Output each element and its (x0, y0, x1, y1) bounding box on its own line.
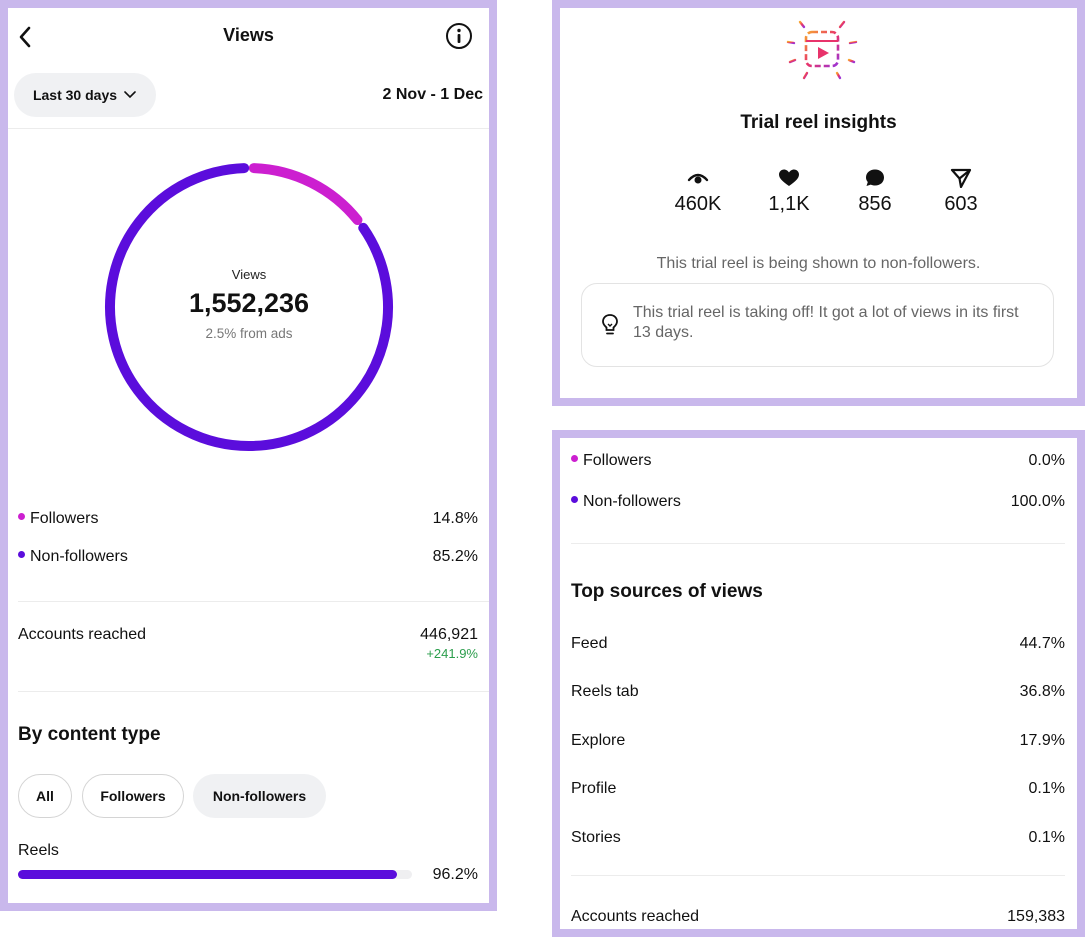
stat-likes-value: 1,1K (768, 193, 810, 215)
source-stories-value: 0.1% (1028, 829, 1065, 846)
audience-followers-label: Followers (18, 510, 98, 528)
source-profile-value: 0.1% (1028, 780, 1065, 797)
audience-sources-panel: Followers 0.0% Non-followers 100.0% Top … (552, 430, 1085, 937)
br-accounts-reached-label: Accounts reached (571, 908, 700, 925)
br-accounts-reached-value: 159,383 (1007, 908, 1065, 925)
period-dropdown-label: Last 30 days (32, 87, 118, 103)
donut-label: Views (231, 267, 267, 282)
filter-non-followers[interactable]: Non-followers (193, 774, 326, 818)
views-total: 1,552,236 (188, 288, 310, 318)
non-followers-dot (571, 496, 578, 504)
page-title: Views (223, 25, 274, 45)
sources-title: Top sources of views (571, 581, 763, 602)
stat-views: 460K (658, 168, 738, 216)
trial-reel-insights-panel: Trial reel insights 460K 1,1K 856 (552, 0, 1085, 406)
info-button[interactable] (444, 21, 474, 51)
accounts-reached-change: +241.9% (426, 646, 478, 661)
stat-comments-value: 856 (858, 193, 892, 215)
donut-segment-followers (248, 163, 363, 226)
views-panel: Views Last 30 days 2 Nov - 1 Dec Views 1… (0, 0, 497, 911)
back-button[interactable] (12, 22, 42, 52)
period-dropdown[interactable]: Last 30 days (14, 73, 156, 117)
source-reels-tab-value: 36.8% (1019, 683, 1065, 700)
br-followers-label: Followers (571, 452, 651, 470)
br-non-followers-value: 100.0% (1010, 493, 1065, 510)
donut-segment-non-followers (105, 163, 393, 451)
br-non-followers-label: Non-followers (571, 493, 681, 511)
trial-reel-note: This trial reel is being shown to non-fo… (656, 255, 981, 272)
ads-note: 2.5% from ads (205, 326, 293, 341)
reels-bar-fill (18, 870, 398, 879)
chevron-down-icon (124, 91, 136, 99)
followers-dot (18, 513, 25, 521)
followers-dot (571, 455, 578, 463)
audience-non-followers-value: 85.2% (432, 548, 478, 565)
eye-icon (687, 173, 709, 184)
heart-icon (779, 169, 799, 186)
reel-sparkle-icon (786, 12, 858, 86)
date-range: 2 Nov - 1 Dec (382, 86, 483, 103)
source-profile-label: Profile (571, 780, 617, 797)
stat-shares-value: 603 (944, 193, 978, 215)
source-feed-value: 44.7% (1019, 635, 1065, 652)
stat-comments: 856 (835, 168, 915, 216)
stat-views-value: 460K (674, 193, 722, 215)
reels-bar-track (18, 870, 412, 879)
source-explore-value: 17.9% (1019, 732, 1065, 749)
audience-non-followers-label: Non-followers (18, 548, 128, 566)
comment-icon (866, 169, 884, 186)
chevron-left-icon (19, 26, 31, 48)
content-reels-label: Reels (18, 842, 59, 859)
lightbulb-icon (602, 314, 618, 335)
content-type-title: By content type (18, 724, 161, 745)
views-donut-chart (105, 163, 393, 451)
filter-followers[interactable]: Followers (82, 774, 184, 818)
source-feed-label: Feed (571, 635, 608, 652)
accounts-reached-label: Accounts reached (18, 626, 147, 643)
content-reels-value: 96.2% (432, 866, 478, 883)
tip-card: This trial reel is taking off! It got a … (581, 283, 1054, 367)
tip-text: This trial reel is taking off! It got a … (633, 304, 1019, 341)
br-followers-value: 0.0% (1028, 452, 1065, 469)
share-icon (950, 168, 972, 189)
filter-all[interactable]: All (18, 774, 72, 818)
info-icon (446, 23, 472, 49)
stat-likes: 1,1K (749, 168, 829, 216)
source-explore-label: Explore (571, 732, 626, 749)
source-reels-tab-label: Reels tab (571, 683, 639, 700)
non-followers-dot (18, 551, 25, 559)
source-stories-label: Stories (571, 829, 621, 846)
accounts-reached-value: 446,921 (420, 626, 478, 643)
insights-title: Trial reel insights (740, 112, 897, 133)
stat-shares: 603 (921, 168, 1001, 216)
audience-followers-value: 14.8% (432, 510, 478, 527)
